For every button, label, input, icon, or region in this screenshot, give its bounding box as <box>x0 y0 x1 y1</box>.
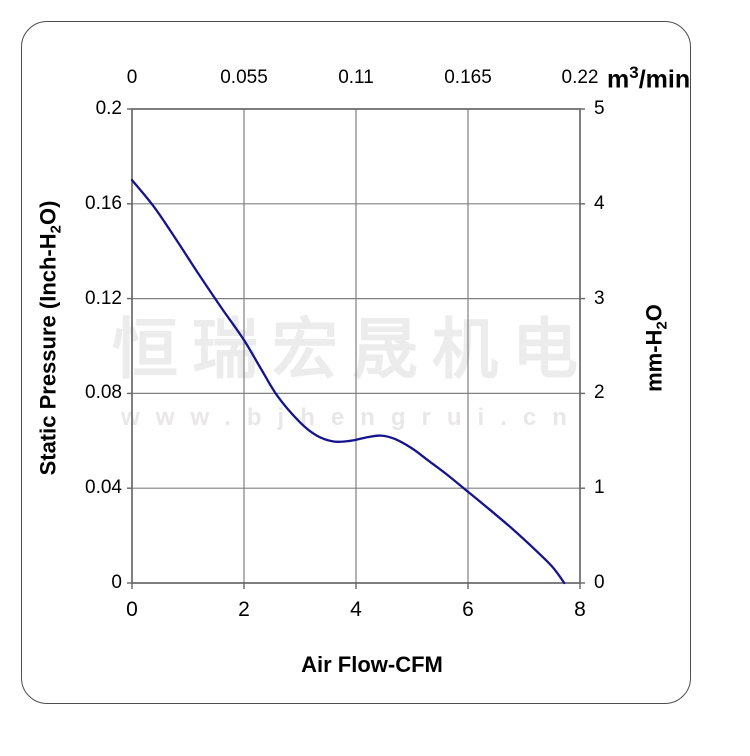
top-axis-tick-label: 0.22 <box>561 67 599 88</box>
left-axis-tick-label: 0.16 <box>85 192 122 214</box>
top-axis-unit-text-end: /min <box>638 65 691 94</box>
left-axis-tick-label: 0.2 <box>95 98 122 119</box>
top-axis-unit-superscript: 3 <box>629 63 639 82</box>
left-axis-tick-label: 0.12 <box>85 287 122 309</box>
left-axis-tick-label: 0 <box>111 572 122 593</box>
right-axis-title: mm-H2O <box>641 304 670 392</box>
right-axis-tick-label: 3 <box>594 287 605 309</box>
pressure-airflow-curve <box>130 178 566 585</box>
right-axis-title-text-end: O <box>641 304 667 322</box>
top-axis-tick-label: 0.165 <box>444 67 492 88</box>
right-axis-tick-label: 4 <box>594 192 605 214</box>
right-axis-title-subscript: 2 <box>653 321 671 330</box>
left-axis-title: Static Pressure (Inch-H2O) <box>35 201 64 476</box>
bottom-axis-tick-label: 2 <box>238 598 250 621</box>
bottom-axis-tick-label: 4 <box>350 598 362 621</box>
right-axis-tick-label: 1 <box>594 477 605 499</box>
watermark-website: www.bjhengrui.cn <box>121 404 583 431</box>
top-axis-tick-label: 0.055 <box>220 67 268 88</box>
left-axis-tick-label: 0.08 <box>85 382 122 404</box>
bottom-axis-tick-label: 0 <box>126 598 138 621</box>
top-axis-tick-label: 0 <box>126 67 138 88</box>
left-axis-tick-label: 0.04 <box>85 477 122 499</box>
right-axis-tick-label: 2 <box>594 382 605 404</box>
bottom-axis-tick-label: 6 <box>462 598 474 621</box>
plot-border <box>131 108 581 584</box>
right-axis-title-text: mm-H <box>641 329 667 392</box>
left-axis-title-subscript: 2 <box>47 225 65 234</box>
top-axis-unit-label: m3/min <box>607 63 690 94</box>
watermark-company-name: 恒瑞宏晟机电 <box>112 312 592 386</box>
left-axis-title-text: Static Pressure (Inch-H <box>35 233 61 476</box>
right-axis-tick-label: 0 <box>594 572 605 593</box>
right-axis-tick-label: 5 <box>594 98 605 119</box>
left-axis-title-text-end: O) <box>35 200 61 226</box>
top-axis-tick-label: 0.11 <box>338 67 374 88</box>
panel-border <box>21 21 691 704</box>
bottom-axis-title: Air Flow-CFM <box>301 652 443 677</box>
top-axis-unit-text: m <box>607 65 630 94</box>
bottom-axis-tick-label: 8 <box>574 598 586 621</box>
